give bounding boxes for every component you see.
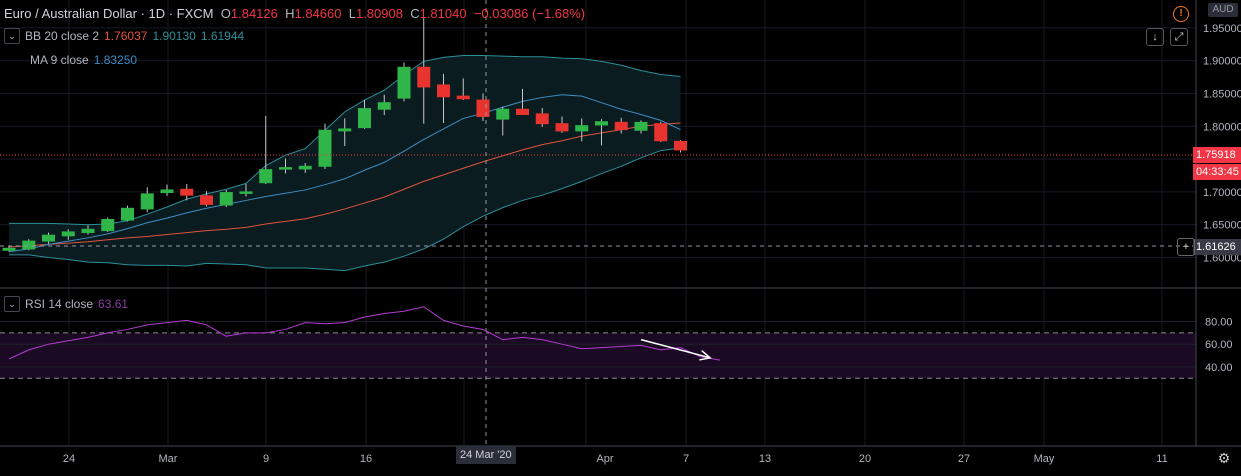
bb-basis-line — [8, 122, 681, 248]
open-value: 1.84126 — [230, 6, 278, 21]
price-tick-label: 1.60000 — [1203, 253, 1241, 265]
bb-basis-value: 1.76037 — [104, 29, 148, 43]
bb-upper-line — [9, 54, 681, 226]
trend-arrow — [640, 338, 711, 359]
candle-body — [634, 121, 648, 131]
fullscreen-icon[interactable]: ⤢ — [1170, 28, 1188, 46]
candle-body — [239, 191, 253, 194]
time-tick-label: 20 — [859, 453, 871, 465]
candle-body — [101, 218, 115, 232]
candle-body — [575, 125, 589, 132]
candle-body — [535, 113, 549, 125]
symbol-title: Euro / Australian Dollar · 1D · FXCM — [4, 6, 214, 21]
candle-body — [279, 167, 292, 170]
time-tick-label: 11 — [1156, 453, 1167, 465]
candle-body — [140, 193, 154, 210]
price-tick-label: 1.95000 — [1203, 23, 1241, 35]
candle-body — [555, 123, 569, 132]
candle-body — [219, 192, 233, 206]
settings-gear-icon[interactable]: ⚙ — [1217, 450, 1231, 466]
price-tick-label: 1.65000 — [1203, 220, 1241, 232]
candle-body — [81, 228, 95, 234]
time-tick-label: Apr — [596, 453, 613, 465]
bb-band-fill — [9, 55, 681, 271]
price-tick-label: 1.90000 — [1203, 56, 1241, 68]
countdown-tag: 04:33:45 — [1193, 164, 1241, 180]
rsi-line — [8, 306, 721, 361]
candle-body — [318, 129, 332, 167]
price-tick-label: 1.70000 — [1203, 187, 1241, 199]
candle-body — [496, 108, 510, 120]
warning-icon[interactable]: ! — [1173, 6, 1189, 22]
candle-body — [2, 247, 16, 251]
bb-lower-line — [9, 147, 681, 272]
ma-label: MA 9 close — [30, 53, 89, 67]
candle-body — [595, 121, 608, 126]
time-tick-label: 27 — [958, 453, 970, 465]
time-tick-label: 16 — [360, 453, 372, 465]
time-tick-label: May — [1034, 453, 1055, 465]
candle-body — [456, 95, 470, 100]
trend-arrow-head — [699, 350, 712, 361]
candle-body — [180, 188, 194, 196]
time-tick-label: 13 — [759, 453, 771, 465]
bb-lower-value: 1.61944 — [200, 29, 245, 43]
close-value: 1.81040 — [419, 6, 467, 21]
ma-line — [8, 94, 681, 253]
candle-body — [200, 195, 213, 205]
candle-body — [22, 240, 36, 250]
time-tick-label: 24 — [63, 453, 75, 465]
candle-body — [476, 99, 490, 117]
rsi-legend: ⌄ RSI 14 close 63.61 — [4, 296, 128, 312]
candle-body — [614, 121, 628, 131]
candle-body — [397, 66, 411, 99]
bb-upper-value: 1.90130 — [152, 29, 196, 43]
collapse-chevron-icon[interactable]: ⌄ — [4, 28, 20, 44]
candle-body — [259, 169, 273, 184]
ma-value: 1.83250 — [93, 53, 138, 67]
symbol-header: Euro / Australian Dollar · 1D · FXCM O1.… — [4, 6, 586, 21]
price-tick-label: 1.85000 — [1203, 89, 1241, 101]
candle-body — [338, 128, 352, 132]
rsi-tick-label: 60.00 — [1205, 339, 1233, 351]
rsi-value: 63.61 — [98, 297, 129, 311]
candle-body — [298, 165, 312, 170]
bb-legend: ⌄ BB 20 close 2 1.76037 1.90130 1.61944 — [4, 28, 244, 44]
candle-body — [358, 108, 371, 129]
rsi-tick-label: 40.00 — [1205, 362, 1233, 374]
candle-body — [654, 123, 668, 142]
scroll-down-arrow-icon[interactable]: ↓ — [1146, 28, 1164, 46]
low-value: 1.80908 — [355, 6, 403, 21]
price-tick-label: 1.80000 — [1203, 121, 1241, 133]
crosshair-date-tag: 24 Mar '20 — [456, 446, 516, 464]
last-price-tag: 1.75918 — [1193, 147, 1241, 163]
time-tick-label: Mar — [159, 453, 178, 465]
candle-body — [516, 108, 529, 115]
candle-body — [121, 207, 134, 221]
rsi-band-fill — [0, 332, 1196, 379]
candle-body — [61, 231, 75, 237]
candle-body — [160, 189, 174, 194]
time-tick-label: 9 — [263, 453, 269, 465]
candle-body — [42, 234, 55, 242]
candle-body — [437, 84, 450, 98]
rsi-tick-label: 80.00 — [1205, 317, 1233, 329]
candle-body — [674, 140, 687, 151]
candle-body — [377, 102, 391, 110]
currency-label: AUD — [1208, 3, 1238, 17]
add-plus-icon[interactable]: + — [1177, 238, 1195, 256]
rsi-label: RSI 14 close — [25, 297, 94, 311]
collapse-chevron-icon[interactable]: ⌄ — [4, 296, 20, 312]
crosshair-price-tag: 1.61626 — [1193, 239, 1241, 255]
change-value: −0.03086 (−1.68%) — [473, 6, 586, 21]
candle-body — [417, 66, 431, 88]
ma-legend: MA 9 close 1.83250 — [30, 53, 137, 67]
high-value: 1.84660 — [294, 6, 342, 21]
time-tick-label: 7 — [683, 453, 689, 465]
bb-label: BB 20 close 2 — [25, 29, 100, 43]
